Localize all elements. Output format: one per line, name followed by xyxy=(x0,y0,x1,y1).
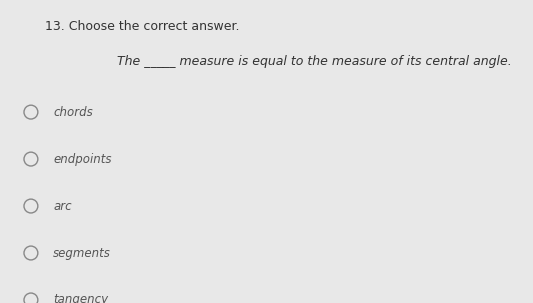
Text: endpoints: endpoints xyxy=(53,153,112,165)
Text: The _____ measure is equal to the measure of its central angle.: The _____ measure is equal to the measur… xyxy=(117,55,512,68)
Text: arc: arc xyxy=(53,200,72,212)
Text: segments: segments xyxy=(53,247,111,259)
Text: chords: chords xyxy=(53,106,93,118)
Text: 13. Choose the correct answer.: 13. Choose the correct answer. xyxy=(45,20,240,33)
Text: tangency: tangency xyxy=(53,294,108,303)
